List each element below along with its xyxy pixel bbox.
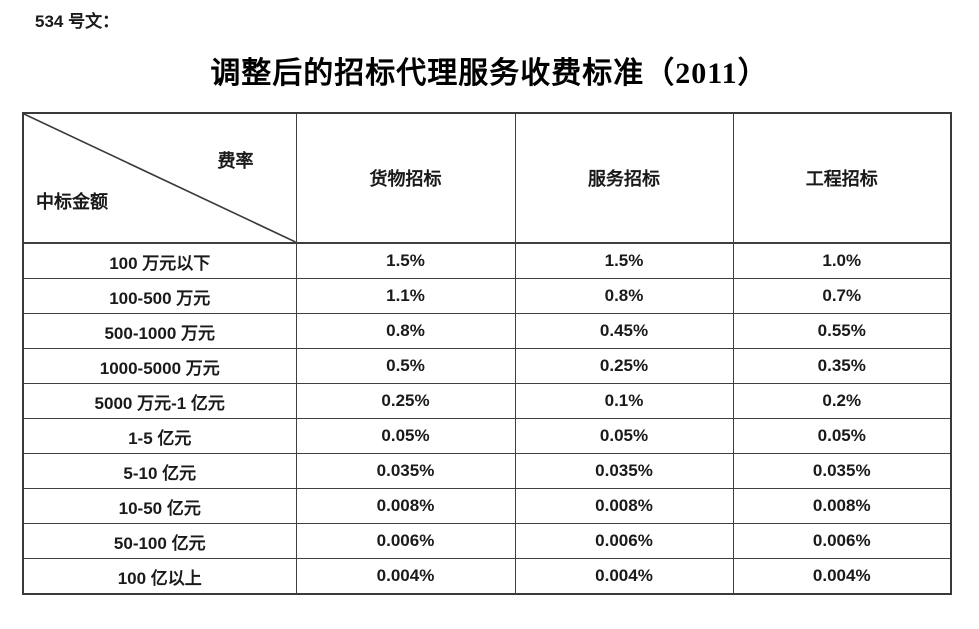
doc-number: 534 号文：: [35, 12, 120, 31]
rate-cell: 0.55%: [732, 313, 952, 349]
table-row: 1000-5000 万元 0.5% 0.25% 0.35%: [22, 348, 952, 384]
corner-label-amount: 中标金额: [36, 192, 108, 212]
rate-cell: 0.45%: [514, 313, 734, 349]
amount-range-cell: 100-500 万元: [22, 278, 297, 314]
rate-cell: 0.8%: [514, 278, 734, 314]
amount-range-cell: 500-1000 万元: [22, 313, 297, 349]
rate-cell: 0.35%: [732, 348, 952, 384]
rate-cell: 0.5%: [295, 348, 516, 384]
amount-range-cell: 1-5 亿元: [22, 418, 297, 454]
table-row: 500-1000 万元 0.8% 0.45% 0.55%: [22, 313, 952, 349]
amount-range-cell: 1000-5000 万元: [22, 348, 297, 384]
rate-cell: 0.035%: [732, 453, 952, 489]
corner-label-rate: 费率: [217, 151, 254, 171]
page-title: 调整后的招标代理服务收费标准（2011）: [210, 57, 769, 90]
rate-cell: 0.25%: [295, 383, 516, 419]
rate-cell: 0.1%: [514, 383, 734, 419]
rate-cell: 0.004%: [514, 558, 734, 595]
rate-cell: 0.006%: [514, 523, 734, 559]
corner-header-cell: 费率 中标金额: [22, 112, 297, 244]
table-row: 10-50 亿元 0.008% 0.008% 0.008%: [22, 488, 952, 524]
column-header-service-bidding: 服务招标: [514, 112, 734, 244]
table-row: 5-10 亿元 0.035% 0.035% 0.035%: [22, 453, 952, 489]
table-row: 50-100 亿元 0.006% 0.006% 0.006%: [22, 523, 952, 559]
column-header-engineering-bidding: 工程招标: [732, 112, 952, 244]
rate-cell: 0.2%: [732, 383, 952, 419]
table-row: 5000 万元-1 亿元 0.25% 0.1% 0.2%: [22, 383, 952, 419]
amount-range-cell: 50-100 亿元: [22, 523, 297, 559]
rate-cell: 0.7%: [732, 278, 952, 314]
rate-cell: 1.0%: [732, 242, 952, 279]
amount-range-cell: 10-50 亿元: [22, 488, 297, 524]
rate-cell: 0.05%: [295, 418, 516, 454]
rate-cell: 0.004%: [295, 558, 516, 595]
table-row: 1-5 亿元 0.05% 0.05% 0.05%: [22, 418, 952, 454]
rate-cell: 0.008%: [514, 488, 734, 524]
rate-cell: 0.05%: [732, 418, 952, 454]
rate-cell: 0.006%: [295, 523, 516, 559]
diagonal-divider-line: [24, 114, 296, 242]
rate-cell: 0.004%: [732, 558, 952, 595]
rate-cell: 1.5%: [514, 242, 734, 279]
rate-cell: 0.008%: [732, 488, 952, 524]
amount-range-cell: 5-10 亿元: [22, 453, 297, 489]
fee-rate-table: 费率 中标金额 货物招标 服务招标 工程招标 100 万元以下 1.5% 1.5…: [22, 112, 952, 595]
table-row: 100 万元以下 1.5% 1.5% 1.0%: [22, 242, 952, 279]
rate-cell: 0.8%: [295, 313, 516, 349]
rate-cell: 0.035%: [295, 453, 516, 489]
header-row: 费率 中标金额 货物招标 服务招标 工程招标: [22, 112, 952, 244]
table-row: 100 亿以上 0.004% 0.004% 0.004%: [22, 558, 952, 595]
rate-cell: 1.5%: [295, 242, 516, 279]
amount-range-cell: 5000 万元-1 亿元: [22, 383, 297, 419]
rate-cell: 1.1%: [295, 278, 516, 314]
rate-cell: 0.008%: [295, 488, 516, 524]
rate-cell: 0.035%: [514, 453, 734, 489]
amount-range-cell: 100 亿以上: [22, 558, 297, 595]
column-header-goods-bidding: 货物招标: [295, 112, 516, 244]
rate-cell: 0.006%: [732, 523, 952, 559]
amount-range-cell: 100 万元以下: [22, 242, 297, 279]
rate-cell: 0.25%: [514, 348, 734, 384]
table-row: 100-500 万元 1.1% 0.8% 0.7%: [22, 278, 952, 314]
rate-cell: 0.05%: [514, 418, 734, 454]
